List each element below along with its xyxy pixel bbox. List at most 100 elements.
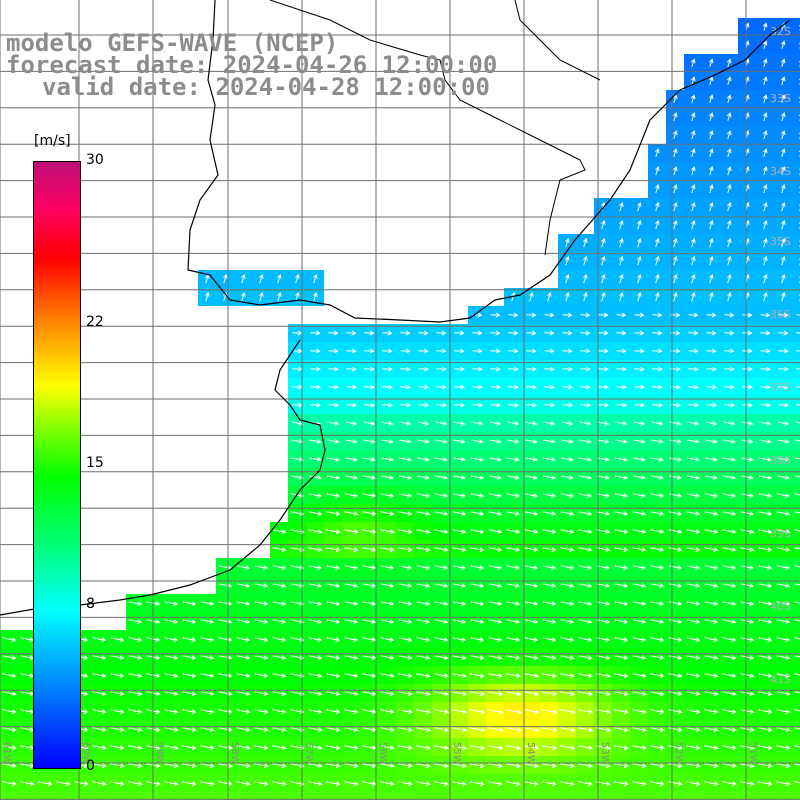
wind-arrow [326, 655, 341, 660]
wind-arrow [435, 384, 448, 390]
wind-arrow [451, 709, 468, 715]
wind-arrow [488, 493, 503, 498]
wind-speed-cell [792, 648, 800, 666]
wind-arrow [727, 291, 732, 302]
wind-speed-cell [450, 792, 468, 800]
wind-arrow [363, 402, 376, 408]
wind-arrow [398, 583, 413, 588]
wind-arrow [236, 727, 251, 732]
wind-arrow [416, 691, 431, 696]
wind-arrow [633, 457, 646, 462]
wind-speed-cell [792, 198, 800, 216]
wind-arrow [542, 601, 557, 606]
wind-arrow [218, 745, 233, 750]
wind-arrow [565, 273, 570, 284]
wind-speed-cell [720, 792, 738, 800]
wind-arrow [690, 94, 696, 103]
wind-arrow [562, 330, 573, 336]
wind-arrow [616, 348, 627, 354]
wind-arrow [565, 291, 570, 302]
wind-arrow [488, 547, 503, 552]
wind-arrow [709, 291, 714, 302]
wind-arrow [308, 655, 323, 660]
wind-arrow [290, 637, 305, 642]
wind-arrow [453, 439, 466, 444]
wind-arrow [742, 348, 753, 354]
wind-arrow [776, 583, 791, 588]
wind-arrow [398, 655, 413, 660]
wind-arrow [523, 745, 540, 751]
wind-arrow [686, 709, 701, 714]
wind-arrow [727, 219, 732, 230]
wind-arrow [637, 219, 642, 230]
wind-arrow [577, 763, 594, 768]
wind-arrow [327, 421, 340, 426]
wind-arrow [452, 655, 467, 660]
wind-arrow [56, 781, 71, 786]
wind-arrow [781, 291, 786, 302]
wind-arrow [596, 583, 611, 588]
wind-arrow [724, 366, 735, 372]
wind-arrow [398, 763, 413, 768]
wind-arrow [128, 781, 143, 786]
wind-arrow [561, 384, 574, 390]
wind-arrow [651, 384, 664, 390]
wind-arrow [452, 619, 467, 624]
wind-arrow [669, 457, 682, 462]
wind-arrow [309, 402, 322, 408]
wind-arrow [272, 529, 287, 534]
wind-arrow [579, 421, 592, 426]
wind-arrow [452, 511, 467, 516]
model-title: modelo GEFS-WAVE (NCEP) [6, 29, 339, 57]
wind-speed-cell [540, 792, 558, 800]
wind-arrow [688, 366, 699, 372]
wind-arrow [541, 727, 558, 733]
wind-arrow [488, 601, 503, 606]
wind-arrow [525, 421, 538, 426]
latitude-label: 40S [770, 600, 791, 613]
wind-arrow [655, 255, 660, 266]
wind-arrow [655, 273, 660, 284]
wind-arrow [542, 781, 557, 786]
wind-arrow [722, 781, 737, 786]
wind-speed-cell [684, 792, 702, 800]
wind-arrow [562, 348, 573, 354]
wind-arrow [690, 112, 696, 122]
wind-arrow [686, 655, 701, 660]
wind-arrow [560, 655, 575, 660]
wind-speed-cell [792, 738, 800, 756]
wind-arrow [781, 148, 786, 158]
wind-arrow [632, 547, 647, 552]
wind-speed-cell [486, 792, 504, 800]
wind-arrow [272, 565, 287, 570]
wind-arrow [543, 475, 556, 480]
wind-arrow [578, 583, 593, 588]
wind-arrow [776, 547, 791, 552]
wind-arrow [578, 565, 593, 570]
wind-arrow [308, 691, 323, 696]
wind-arrow [398, 529, 413, 534]
wind-arrow [637, 237, 642, 248]
wind-arrow [308, 673, 323, 678]
wind-arrow [272, 727, 287, 732]
wind-arrow [164, 691, 179, 696]
wind-arrow [740, 511, 755, 516]
wind-arrow [758, 529, 773, 534]
wind-arrow [524, 601, 539, 606]
wind-arrow [727, 165, 732, 176]
wind-arrow [218, 727, 233, 732]
wind-arrow [632, 619, 647, 624]
wind-arrow [362, 637, 377, 642]
wind-arrow [758, 547, 773, 552]
wind-arrow [615, 421, 628, 426]
wind-arrow [560, 619, 575, 624]
wind-arrow [470, 673, 485, 678]
wind-arrow [380, 493, 395, 498]
wind-arrow [741, 439, 754, 444]
wind-arrow [526, 348, 537, 354]
wind-arrow [559, 691, 576, 697]
wind-arrow [597, 421, 610, 426]
wind-arrow [308, 763, 323, 768]
wind-arrow [668, 601, 683, 606]
wind-arrow [722, 529, 737, 534]
